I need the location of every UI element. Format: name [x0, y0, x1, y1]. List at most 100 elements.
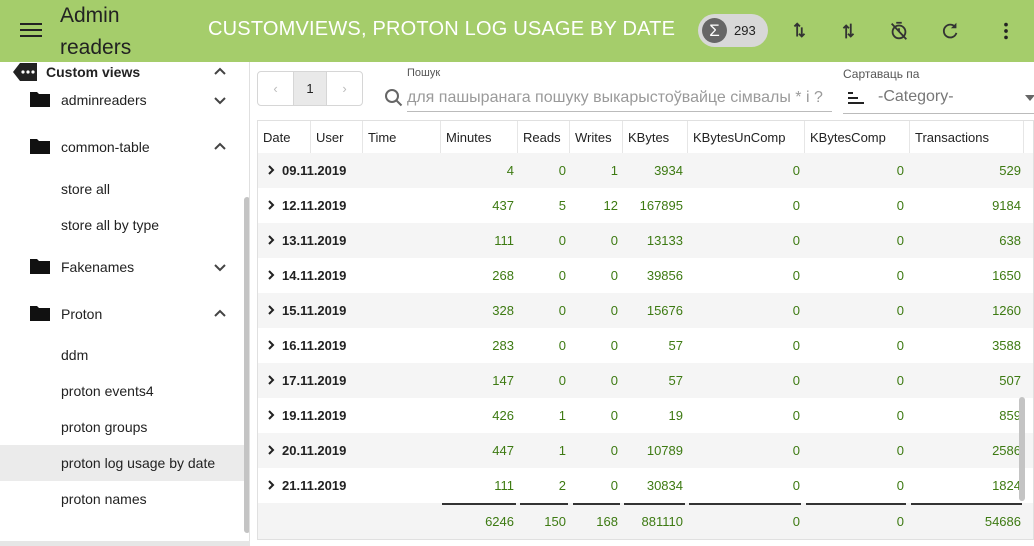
cell-kbu: 0 [792, 338, 800, 353]
chevron-right-icon[interactable] [265, 409, 277, 421]
folder-icon [30, 306, 50, 321]
sidebar-item-label: proton groups [61, 419, 148, 435]
pager-next-button[interactable]: › [342, 81, 347, 96]
sidebar-item-proton-names[interactable]: proton names [0, 481, 244, 517]
cell-tx: 507 [999, 373, 1021, 388]
chevron-right-icon[interactable] [265, 164, 277, 176]
totals-separator-line [573, 503, 620, 505]
column-header-minutes[interactable]: Minutes [441, 121, 518, 157]
sidebar-item-proton-groups[interactable]: proton groups [0, 409, 244, 445]
column-header-reads[interactable]: Reads [518, 121, 570, 157]
column-header-transactions[interactable]: Transactions [910, 121, 1024, 157]
sidebar-item-store-all-by-type[interactable]: store all by type [0, 207, 244, 243]
column-header-time[interactable]: Time [363, 121, 441, 157]
sort-select[interactable]: -Category- [878, 88, 954, 105]
sidebar-item-proton[interactable]: Proton [0, 296, 244, 332]
app-toolbar: Admin readers CUSTOMVIEWS, PROTON LOG US… [0, 0, 1034, 62]
sidebar-item-common-table[interactable]: common-table [0, 129, 244, 165]
row-date: 12.11.2019 [282, 198, 347, 213]
cell-minutes: 147 [492, 373, 514, 388]
totals-separator-line [520, 503, 568, 505]
cell-writes: 0 [610, 373, 618, 388]
chevron-down-icon [214, 97, 226, 105]
column-header-date[interactable]: Date [258, 121, 311, 157]
cell-writes: 0 [610, 478, 618, 493]
cell-kbu: 0 [792, 268, 800, 283]
sidebar-item-label: proton names [61, 491, 147, 507]
sort-label: Сартаваць па [843, 67, 920, 81]
column-header-kbytescomp[interactable]: KBytesComp [805, 121, 910, 157]
record-count: 293 [734, 23, 756, 38]
pager-prev-button[interactable]: ‹ [273, 81, 278, 96]
cell-kbytes: 57 [668, 373, 683, 388]
chevron-right-icon[interactable] [265, 479, 277, 491]
cell-tx: 9184 [992, 198, 1021, 213]
table-row[interactable]: 13.11.2019 111 0 0 13133 0 0 638 [258, 223, 1033, 258]
folder-icon [30, 139, 50, 154]
sidebar-section-label: Custom views [46, 64, 141, 80]
sidebar-item-adminreaders[interactable]: adminreaders [0, 82, 244, 118]
table-row[interactable]: 12.11.2019 437 5 12 167895 0 0 9184 [258, 188, 1033, 223]
page-title: CUSTOMVIEWS, PROTON LOG USAGE BY DATE [208, 18, 676, 40]
table-row[interactable]: 21.11.2019 111 2 0 30834 0 0 1824 [258, 468, 1033, 503]
collapse-all-icon[interactable] [837, 20, 859, 42]
folder-icon [30, 259, 50, 274]
column-header-user[interactable]: User [311, 121, 363, 157]
cell-minutes: 283 [492, 338, 514, 353]
expand-all-icon[interactable] [788, 20, 810, 42]
row-date: 09.11.2019 [282, 163, 347, 178]
cell-kbytes: 15676 [646, 303, 683, 318]
total-kbc: 0 [896, 514, 904, 529]
app-title: Admin readers [60, 4, 132, 59]
hamburger-menu-icon[interactable] [18, 19, 44, 43]
table-row[interactable]: 19.11.2019 426 1 0 19 0 0 859 [258, 398, 1033, 433]
chevron-right-icon[interactable] [265, 444, 277, 456]
sidebar-section-custom-views[interactable]: Custom views [0, 62, 244, 90]
sidebar-item-fakenames[interactable]: Fakenames [0, 249, 244, 285]
sidebar-scrollbar[interactable] [244, 197, 249, 533]
refresh-icon[interactable] [939, 20, 961, 42]
timer-off-icon[interactable] [888, 20, 910, 42]
row-date: 20.11.2019 [282, 443, 347, 458]
table-row[interactable]: 20.11.2019 447 1 0 10789 0 0 2586 [258, 433, 1033, 468]
row-date: 16.11.2019 [282, 338, 347, 353]
cell-tx: 859 [999, 408, 1021, 423]
sidebar-item-proton-log-usage-by-date[interactable]: proton log usage by date [0, 445, 244, 481]
cell-writes: 0 [610, 338, 618, 353]
grid-header: Date User Time Minutes Reads Writes KBytes KByt… [258, 121, 1033, 157]
cell-tx: 529 [999, 163, 1021, 178]
row-date: 13.11.2019 [282, 233, 347, 248]
chevron-right-icon[interactable] [265, 304, 277, 316]
record-count-chip[interactable]: Σ 293 [698, 14, 768, 47]
sidebar-item-label: proton events4 [61, 383, 154, 399]
totals-separator-line [442, 503, 516, 505]
pager-page-button[interactable]: 1 [293, 72, 327, 105]
column-header-writes[interactable]: Writes [570, 121, 623, 157]
column-header-kbytesuncomp[interactable]: KBytesUnComp [688, 121, 805, 157]
sidebar-item-label: store all [61, 181, 111, 197]
grid-scrollbar[interactable] [1019, 397, 1025, 501]
more-vert-icon[interactable] [995, 20, 1017, 42]
table-row[interactable]: 09.11.2019 4 0 1 3934 0 0 529 [258, 153, 1033, 188]
chevron-right-icon[interactable] [265, 374, 277, 386]
table-row[interactable]: 16.11.2019 283 0 0 57 0 0 3588 [258, 328, 1033, 363]
total-writes: 168 [596, 514, 618, 529]
sidebar-item-proton-events4[interactable]: proton events4 [0, 373, 244, 409]
sidebar-item-store-all[interactable]: store all [0, 171, 244, 207]
chevron-up-icon [214, 309, 226, 317]
chevron-right-icon[interactable] [265, 339, 277, 351]
column-header-kbytes[interactable]: KBytes [623, 121, 688, 157]
chevron-right-icon[interactable] [265, 269, 277, 281]
chevron-right-icon[interactable] [265, 234, 277, 246]
table-row[interactable]: 15.11.2019 328 0 0 15676 0 0 1260 [258, 293, 1033, 328]
sidebar-item-ddm[interactable]: ddm [0, 337, 244, 373]
chevron-right-icon[interactable] [265, 199, 277, 211]
table-row[interactable]: 14.11.2019 268 0 0 39856 0 0 1650 [258, 258, 1033, 293]
table-row[interactable]: 17.11.2019 147 0 0 57 0 0 507 [258, 363, 1033, 398]
search-input[interactable] [407, 84, 832, 112]
chevron-up-icon [214, 67, 226, 75]
cell-reads: 1 [558, 443, 566, 458]
totals-separator-line [911, 503, 1022, 505]
cell-kbc: 0 [896, 373, 904, 388]
dropdown-caret-icon[interactable] [1025, 95, 1034, 101]
